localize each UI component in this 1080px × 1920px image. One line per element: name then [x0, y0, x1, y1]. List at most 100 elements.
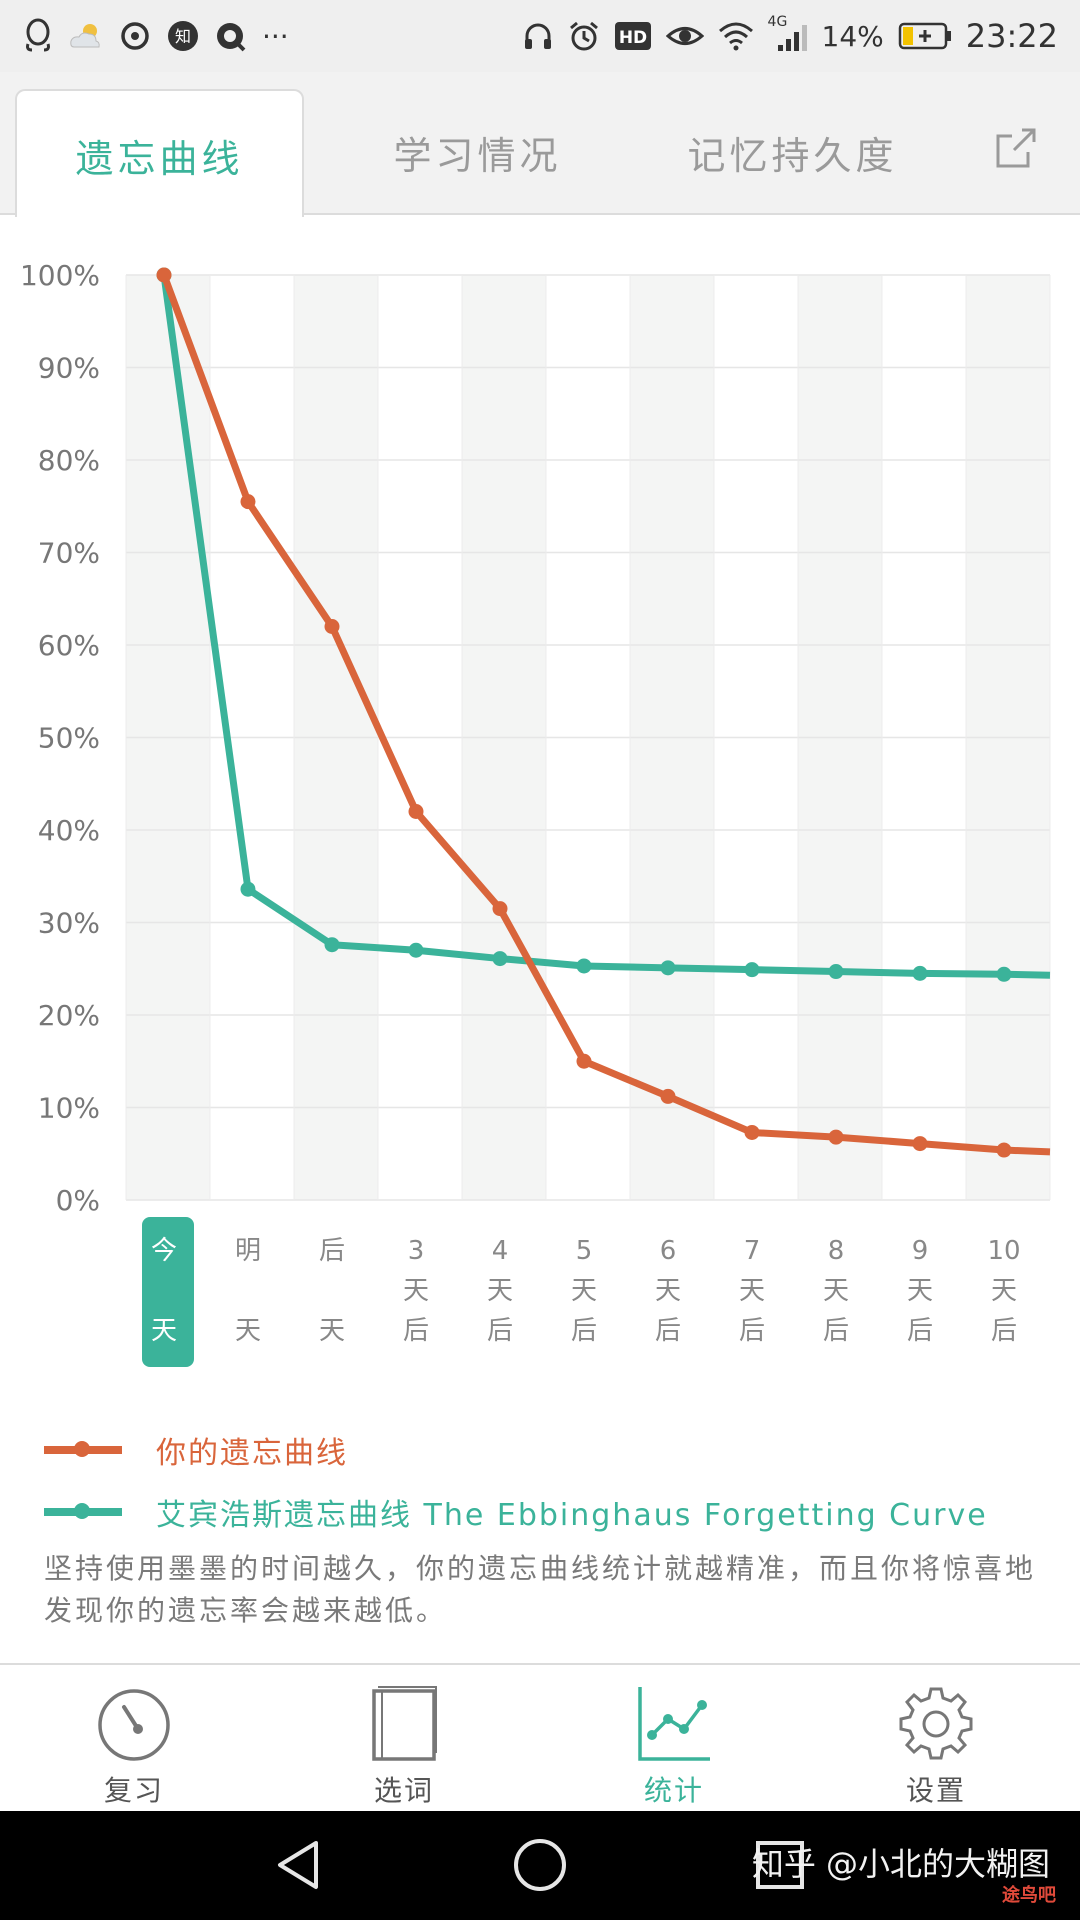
y-tick-label: 20% — [38, 999, 100, 1032]
data-point-yours — [576, 1053, 592, 1069]
data-point-ebbinghaus — [324, 937, 340, 953]
data-point-yours — [660, 1088, 676, 1104]
x-tick-label: 5 — [576, 1236, 593, 1266]
clock: 23:22 — [965, 17, 1058, 55]
legend-label-yours: 你的遗忘曲线 — [156, 1436, 348, 1471]
nav-review[interactable]: 复习 — [34, 1665, 234, 1813]
headphones-icon — [522, 16, 554, 56]
data-point-yours — [240, 494, 256, 510]
legend-label-ebbinghaus: 艾宾浩斯遗忘曲线 The Ebbinghaus Forgetting Curve — [156, 1498, 988, 1533]
alarm-icon — [568, 16, 600, 56]
x-tick-label: 后 — [571, 1316, 597, 1346]
y-tick-label: 70% — [38, 537, 100, 570]
series-line-yours — [160, 273, 1051, 1156]
more-notifications: ··· — [262, 19, 289, 53]
x-tick-label: 天 — [655, 1276, 681, 1306]
nav-review-label: 复习 — [103, 1774, 164, 1807]
data-point-yours — [324, 619, 340, 634]
info-note: 坚持使用墨墨的时间越久，你的遗忘曲线统计就越精准，而且你将惊喜地发现你的遗忘率会… — [44, 1552, 1037, 1627]
eye-icon — [665, 16, 704, 56]
status-bar: 知 ··· HD 4G 14% 23:22 — [0, 0, 1080, 72]
home-icon[interactable] — [510, 1835, 570, 1895]
book-icon — [372, 1686, 437, 1761]
x-tick-label: 后 — [991, 1316, 1017, 1346]
legend-item-ebbinghaus: 艾宾浩斯遗忘曲线 The Ebbinghaus Forgetting Curve — [44, 1490, 1044, 1534]
x-tick-label: 天 — [319, 1316, 345, 1346]
nav-settings-label: 设置 — [905, 1774, 966, 1807]
x-tick-label: 天 — [823, 1276, 849, 1306]
y-tick-label: 100% — [20, 259, 100, 292]
y-tick-label: 40% — [38, 814, 100, 847]
x-tick-label: 天 — [571, 1276, 597, 1306]
y-tick-label: 80% — [38, 444, 100, 477]
nav-settings[interactable]: 设置 — [836, 1665, 1036, 1813]
series-line-ebbinghaus — [160, 274, 1051, 979]
network-type: 4G — [767, 14, 788, 30]
legend-item-yours: 你的遗忘曲线 — [44, 1428, 1044, 1472]
tab-bar: 遗忘曲线 学习情况 记忆持久度 — [0, 72, 1080, 219]
hd-badge: HD — [614, 16, 652, 56]
x-tick-label: 3 — [408, 1236, 425, 1266]
data-point-yours — [156, 267, 172, 283]
y-tick-label: 10% — [38, 1092, 100, 1125]
y-tick-label: 0% — [56, 1184, 100, 1217]
x-tick-label: 天 — [403, 1276, 429, 1306]
x-tick-label: 后 — [907, 1316, 933, 1346]
x-tick-label: 天 — [991, 1276, 1017, 1306]
x-tick-label: 天 — [151, 1316, 177, 1346]
svg-text:HD: HD — [618, 28, 646, 48]
legend-swatch-orange — [44, 1441, 122, 1457]
back-icon[interactable] — [270, 1835, 330, 1895]
nav-statistics[interactable]: 统计 — [574, 1665, 774, 1813]
data-point-ebbinghaus — [828, 964, 844, 980]
data-point-yours — [828, 1129, 844, 1145]
x-tick-label: 后 — [655, 1316, 681, 1346]
x-tick-label: 7 — [744, 1236, 761, 1266]
x-tick-label: 后 — [823, 1316, 849, 1346]
recents-icon[interactable] — [750, 1835, 810, 1895]
x-tick-label: 天 — [739, 1276, 765, 1306]
x-tick-label: 天 — [487, 1276, 513, 1306]
weather-icon — [68, 16, 104, 56]
data-point-yours — [408, 804, 424, 819]
tab-forgetting-curve[interactable]: 遗忘曲线 — [15, 89, 304, 219]
x-tick-label: 8 — [828, 1236, 845, 1266]
x-tick-label: 4 — [492, 1236, 509, 1266]
battery-icon — [898, 16, 952, 56]
bottom-nav: 复习 选词 统计 设置 — [0, 1663, 1080, 1813]
data-point-yours — [492, 901, 508, 917]
x-tick-label: 6 — [660, 1236, 677, 1266]
nav-select-words-label: 选词 — [373, 1774, 434, 1807]
nav-select-words[interactable]: 选词 — [304, 1665, 504, 1813]
data-point-ebbinghaus — [744, 962, 760, 978]
data-point-yours — [744, 1124, 760, 1140]
gear-icon — [899, 1687, 973, 1760]
share-icon[interactable] — [992, 124, 1040, 172]
data-point-ebbinghaus — [492, 951, 508, 967]
watermark-logo: 途鸟吧 — [1002, 1885, 1056, 1906]
x-tick-label: 后 — [487, 1316, 513, 1346]
data-point-ebbinghaus — [408, 942, 424, 958]
chart-icon — [638, 1687, 710, 1761]
data-point-ebbinghaus — [576, 958, 592, 974]
x-tick-label: 明 — [235, 1236, 261, 1266]
x-tick-label: 天 — [235, 1316, 261, 1346]
data-point-yours — [912, 1136, 928, 1152]
legend-swatch-green — [44, 1503, 122, 1519]
tab-study-status[interactable]: 学习情况 — [393, 133, 562, 178]
zhihu-icon: 知 — [166, 16, 200, 56]
gauge-icon — [98, 1689, 170, 1761]
watermark-text: 知乎 @小北的大糊图 — [751, 1845, 1050, 1883]
y-tick-label: 30% — [38, 907, 100, 940]
signal-icon: 4G — [767, 14, 808, 56]
x-tick-label: 今 — [151, 1236, 177, 1266]
x-tick-label: 9 — [912, 1236, 929, 1266]
svg-text:知: 知 — [175, 27, 191, 46]
tab-memory-durability[interactable]: 记忆持久度 — [687, 133, 898, 178]
data-point-ebbinghaus — [912, 965, 928, 981]
x-tick-label: 天 — [907, 1276, 933, 1306]
x-tick-label: 后 — [739, 1316, 765, 1346]
y-tick-label: 60% — [38, 629, 100, 662]
wifi-icon — [718, 16, 754, 56]
battery-percent: 14% — [821, 19, 884, 53]
